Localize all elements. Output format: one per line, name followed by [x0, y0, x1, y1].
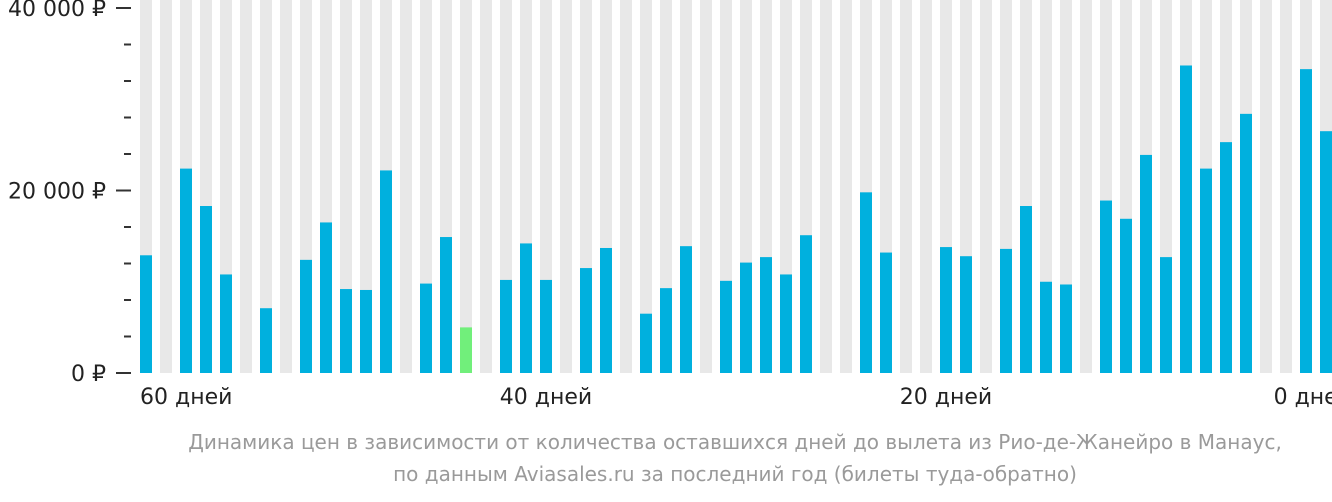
- bar-day-10: [1140, 154, 1152, 373]
- background-column: [240, 0, 252, 373]
- bar-day-54: [260, 308, 272, 373]
- bar-day-19: [960, 256, 972, 373]
- background-column: [1060, 0, 1072, 373]
- background-column: [640, 0, 652, 373]
- background-column: [540, 0, 552, 373]
- background-column: [340, 0, 352, 373]
- bar-day-44: [460, 327, 472, 373]
- background-column: [400, 0, 412, 373]
- bar-day-40: [540, 279, 552, 373]
- y-tick-label: 20 000 ₽: [8, 180, 106, 205]
- bar-day-16: [1020, 206, 1032, 373]
- bar-day-50: [340, 289, 352, 373]
- bar-day-1: [1320, 131, 1332, 373]
- background-column: [420, 0, 432, 373]
- bar-day-35: [640, 313, 652, 373]
- bar-day-45: [440, 237, 452, 373]
- background-column: [1260, 0, 1272, 373]
- bar-day-42: [500, 279, 512, 373]
- bar-day-7: [1200, 168, 1212, 373]
- chart-caption-line-1: Динамика цен в зависимости от количества…: [188, 430, 1282, 454]
- bar-day-14: [1060, 284, 1072, 373]
- bar-day-11: [1120, 218, 1132, 373]
- bar-day-37: [600, 247, 612, 373]
- y-axis: 40 000 ₽ 20 000 ₽ 0 ₽: [8, 0, 131, 387]
- bar-day-24: [860, 192, 872, 373]
- bar-day-6: [1220, 142, 1232, 373]
- bar-day-9: [1160, 257, 1172, 373]
- background-column: [280, 0, 292, 373]
- background-column: [980, 0, 992, 373]
- background-column: [820, 0, 832, 373]
- background-column: [900, 0, 912, 373]
- background-column: [660, 0, 672, 373]
- x-tick-label: 60 дней: [140, 385, 232, 410]
- bar-day-17: [1000, 248, 1012, 373]
- bar-day-57: [200, 206, 212, 373]
- bar-day-12: [1100, 200, 1112, 373]
- background-column: [620, 0, 632, 373]
- chart-caption-line-2: по данным Aviasales.ru за последний год …: [393, 462, 1077, 486]
- bar-day-27: [800, 235, 812, 373]
- background-column: [1080, 0, 1092, 373]
- background-column: [360, 0, 372, 373]
- background-column: [260, 0, 272, 373]
- background-column: [840, 0, 852, 373]
- price-chart: 40 000 ₽ 20 000 ₽ 0 ₽ 60 дней 40 дней 20 дне…: [8, 0, 1332, 410]
- background-column: [1040, 0, 1052, 373]
- background-column: [1280, 0, 1292, 373]
- bar-day-46: [420, 283, 432, 373]
- background-column: [460, 0, 472, 373]
- bar-day-28: [780, 274, 792, 373]
- y-tick-label: 40 000 ₽: [8, 0, 106, 22]
- background-column: [500, 0, 512, 373]
- bar-day-23: [880, 252, 892, 373]
- bar-day-15: [1040, 281, 1052, 373]
- background-column: [560, 0, 572, 373]
- bar-day-51: [320, 222, 332, 373]
- background-column: [480, 0, 492, 373]
- bar-day-48: [380, 170, 392, 373]
- x-tick-label: 0 дней: [1274, 385, 1332, 410]
- bar-day-49: [360, 289, 372, 373]
- bar-day-2: [1300, 69, 1312, 373]
- background-column: [700, 0, 712, 373]
- bar-day-58: [180, 168, 192, 373]
- price-bars: [140, 65, 1332, 374]
- bar-day-5: [1240, 113, 1252, 373]
- bar-day-34: [660, 288, 672, 373]
- y-tick-label: 0 ₽: [71, 362, 106, 387]
- bar-day-29: [760, 257, 772, 373]
- bar-day-41: [520, 243, 532, 373]
- bar-day-33: [680, 246, 692, 373]
- x-tick-label: 20 дней: [900, 385, 992, 410]
- bar-day-52: [300, 259, 312, 373]
- background-column: [720, 0, 732, 373]
- background-column: [160, 0, 172, 373]
- bar-day-31: [720, 280, 732, 373]
- background-columns: [140, 0, 1332, 373]
- bar-day-8: [1180, 65, 1192, 374]
- x-tick-label: 40 дней: [500, 385, 592, 410]
- bar-day-60: [140, 255, 152, 373]
- x-axis: 60 дней 40 дней 20 дней 0 дней: [140, 385, 1332, 410]
- bar-day-30: [740, 262, 752, 373]
- bar-day-38: [580, 268, 592, 373]
- bar-day-56: [220, 274, 232, 373]
- bar-day-20: [940, 247, 952, 373]
- background-column: [920, 0, 932, 373]
